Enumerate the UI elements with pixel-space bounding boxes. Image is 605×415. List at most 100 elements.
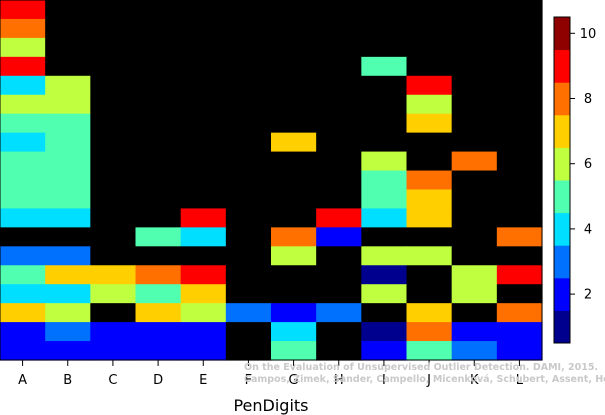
- heatmap-cell: [271, 132, 317, 153]
- heatmap-cell: [225, 265, 272, 285]
- heatmap-cell: [135, 322, 182, 342]
- colorbar-swatch: [554, 310, 570, 344]
- heatmap-cell: [496, 132, 543, 153]
- heatmap-cell: [361, 227, 408, 247]
- heatmap-cell: [406, 18, 453, 39]
- heatmap-cell: [361, 94, 408, 115]
- heatmap-cell: [496, 37, 543, 58]
- heatmap-cell: [271, 56, 317, 77]
- heatmap-cell: [225, 246, 272, 266]
- heatmap-cell: [225, 227, 272, 247]
- heatmap-cell: [496, 113, 543, 134]
- heatmap-cell: [451, 170, 498, 191]
- heatmap-cell: [271, 322, 317, 342]
- heatmap-cell: [271, 208, 317, 228]
- heatmap-cell: [496, 284, 543, 304]
- x-tick-label: I: [382, 373, 386, 388]
- heatmap-cell: [180, 151, 227, 172]
- heatmap-cell: [496, 189, 543, 210]
- heatmap-cell: [316, 18, 362, 39]
- heatmap-cell: [406, 284, 453, 304]
- heatmap-cell: [451, 151, 498, 172]
- heatmap-cell: [0, 37, 46, 58]
- heatmap-cell: [135, 227, 182, 247]
- heatmap-cell: [361, 151, 408, 172]
- heatmap-cell: [45, 284, 91, 304]
- heatmap-cell: [90, 37, 137, 58]
- heatmap-cell: [496, 265, 543, 285]
- heatmap-cell: [406, 94, 453, 115]
- heatmap-cell: [361, 284, 408, 304]
- heatmap-cell: [361, 322, 408, 342]
- heatmap-cell: [225, 56, 272, 77]
- heatmap-cell: [90, 341, 137, 361]
- heatmap-cell: [0, 0, 46, 20]
- heatmap-cell: [225, 37, 272, 58]
- heatmap-cell: [135, 284, 182, 304]
- heatmap-cell: [225, 189, 272, 210]
- heatmap-cell: [271, 151, 317, 172]
- heatmap-cell: [361, 341, 408, 361]
- heatmap-cell: [180, 322, 227, 342]
- heatmap-cell: [90, 284, 137, 304]
- heatmap-cell: [316, 37, 362, 58]
- heatmap-cell: [316, 246, 362, 266]
- heatmap-cell: [406, 113, 453, 134]
- heatmap-cell: [45, 341, 91, 361]
- heatmap-cell: [316, 284, 362, 304]
- heatmap-cell: [90, 56, 137, 77]
- colorbar-swatch: [554, 147, 570, 181]
- heatmap-cell: [0, 75, 46, 96]
- heatmap-cell: [496, 208, 543, 228]
- heatmap-cell: [316, 208, 362, 228]
- heatmap-cell: [45, 0, 91, 20]
- heatmap-cell: [135, 18, 182, 39]
- heatmap-cell: [451, 132, 498, 153]
- heatmap-cell: [225, 322, 272, 342]
- heatmap-cell: [45, 132, 91, 153]
- heatmap-cell: [271, 37, 317, 58]
- heatmap-cell: [225, 284, 272, 304]
- heatmap-cell: [225, 132, 272, 153]
- heatmap-cell: [316, 56, 362, 77]
- heatmap-cell: [180, 0, 227, 20]
- x-tick-label: K: [470, 373, 479, 388]
- heatmap-cell: [316, 94, 362, 115]
- colorbar-swatch: [554, 180, 570, 214]
- heatmap-cell: [45, 94, 91, 115]
- heatmap-cell: [0, 56, 46, 77]
- colorbar-swatch: [554, 82, 570, 116]
- heatmap-cell: [45, 151, 91, 172]
- heatmap-cell: [135, 94, 182, 115]
- heatmap-cell: [496, 303, 543, 323]
- heatmap-cell: [0, 151, 46, 172]
- heatmap-cell: [316, 75, 362, 96]
- heatmap-cell: [406, 170, 453, 191]
- heatmap-cell: [496, 322, 543, 342]
- heatmap-cell: [0, 322, 46, 342]
- colorbar-tick-label: 8: [584, 92, 592, 107]
- colorbar-swatch: [554, 212, 570, 246]
- heatmap-cell: [406, 246, 453, 266]
- heatmap-cell: [135, 132, 182, 153]
- heatmap-cell: [0, 132, 46, 153]
- heatmap-cell: [316, 303, 362, 323]
- heatmap-cell: [225, 303, 272, 323]
- x-axis-ticks: A B C D E F G H I J K L: [18, 360, 524, 388]
- heatmap-cell: [180, 170, 227, 191]
- heatmap-cell: [496, 227, 543, 247]
- heatmap-cell: [90, 18, 137, 39]
- heatmap-cell: [316, 322, 362, 342]
- colorbar-swatch: [554, 277, 570, 311]
- heatmap-cell: [271, 303, 317, 323]
- heatmap-cell: [406, 265, 453, 285]
- plot-border: [0, 0, 543, 361]
- heatmap-cell: [496, 0, 543, 20]
- heatmap-cell: [90, 246, 137, 266]
- heatmap-cell: [361, 265, 408, 285]
- heatmap-cell: [316, 189, 362, 210]
- heatmap-cell: [451, 189, 498, 210]
- heatmap-cell: [90, 75, 137, 96]
- heatmap-cell: [0, 113, 46, 134]
- heatmap-cell: [90, 189, 137, 210]
